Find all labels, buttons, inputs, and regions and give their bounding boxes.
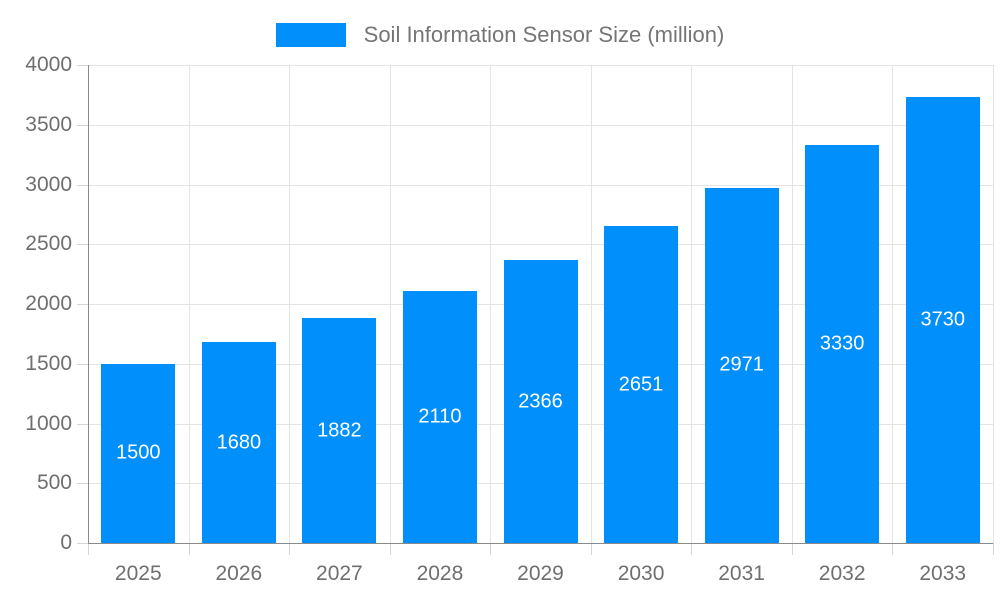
y-axis-label: 4000: [25, 53, 72, 76]
x-axis-line: [88, 543, 993, 544]
bar-2025[interactable]: [101, 363, 176, 543]
x-axis-label: 2029: [517, 562, 564, 585]
bar-value-label: 2110: [418, 405, 462, 428]
x-axis-label: 2028: [416, 562, 464, 585]
x-gridline: [791, 65, 793, 543]
y-axis-label: 0: [60, 531, 72, 554]
bar-2030[interactable]: [604, 226, 679, 543]
x-axis-tick: [490, 543, 492, 555]
x-axis-label: 2026: [215, 562, 263, 585]
x-axis-label: 2025: [114, 562, 162, 585]
y-axis-tick: [77, 184, 88, 186]
x-gridline: [188, 65, 190, 543]
bar-2033[interactable]: [905, 97, 980, 543]
x-axis-tick: [892, 543, 894, 555]
x-axis-tick: [88, 543, 89, 555]
bar-value-label: 3730: [920, 308, 965, 331]
x-axis-tick: [791, 543, 793, 555]
x-gridline: [691, 65, 693, 543]
bar-2032[interactable]: [805, 145, 880, 543]
bar-value-label: 2971: [719, 353, 764, 376]
y-axis-label: 500: [36, 471, 72, 495]
x-axis-label: 2033: [919, 562, 967, 585]
legend-swatch-icon: [275, 23, 346, 47]
x-axis-tick: [590, 543, 592, 555]
y-axis-label: 1500: [25, 351, 72, 375]
y-axis-tick: [77, 363, 88, 365]
x-axis-tick: [993, 543, 994, 555]
y-axis-line: [88, 65, 89, 543]
x-axis-label: 2027: [316, 562, 363, 585]
x-gridline: [389, 65, 391, 543]
y-axis-label: 1000: [25, 411, 72, 435]
legend[interactable]: Soil Information Sensor Size (million): [0, 22, 1000, 48]
y-gridline: [88, 184, 993, 186]
x-axis-label: 2031: [718, 562, 765, 585]
y-axis-tick: [77, 304, 88, 305]
y-axis-tick: [77, 65, 88, 66]
x-axis-tick: [188, 543, 190, 555]
bar-2028[interactable]: [402, 290, 477, 543]
y-axis-tick: [77, 483, 88, 485]
y-gridline: [88, 65, 993, 66]
y-axis-label: 2000: [25, 292, 72, 315]
bar-value-label: 1500: [116, 441, 161, 464]
bar-2029[interactable]: [503, 260, 578, 543]
bar-value-label: 2651: [618, 373, 664, 396]
bar-2031[interactable]: [704, 187, 779, 543]
x-gridline: [490, 65, 492, 543]
y-axis-label: 3500: [25, 112, 72, 136]
y-axis-tick: [77, 543, 88, 544]
bar-value-label: 2366: [518, 390, 563, 413]
bar-2026[interactable]: [201, 342, 276, 543]
legend-label: Soil Information Sensor Size (million): [363, 22, 725, 47]
x-axis-label: 2030: [617, 562, 665, 585]
y-axis-tick: [77, 423, 88, 425]
x-axis-tick: [389, 543, 391, 555]
x-axis-label: 2032: [818, 562, 866, 585]
x-axis-tick: [289, 543, 291, 555]
y-gridline: [88, 124, 993, 126]
y-axis-tick: [77, 244, 88, 246]
y-axis-tick: [77, 124, 88, 126]
bar-value-label: 1882: [317, 419, 362, 442]
y-axis-label: 2500: [25, 232, 72, 256]
y-gridline: [88, 244, 993, 246]
x-gridline: [590, 65, 592, 543]
x-axis-tick: [691, 543, 693, 555]
bar-value-label: 3330: [819, 332, 865, 355]
x-gridline: [892, 65, 894, 543]
bar-value-label: 1680: [216, 431, 262, 454]
x-gridline: [993, 65, 994, 543]
bar-2027[interactable]: [302, 318, 377, 543]
y-axis-label: 3000: [25, 172, 72, 196]
x-gridline: [289, 65, 291, 543]
